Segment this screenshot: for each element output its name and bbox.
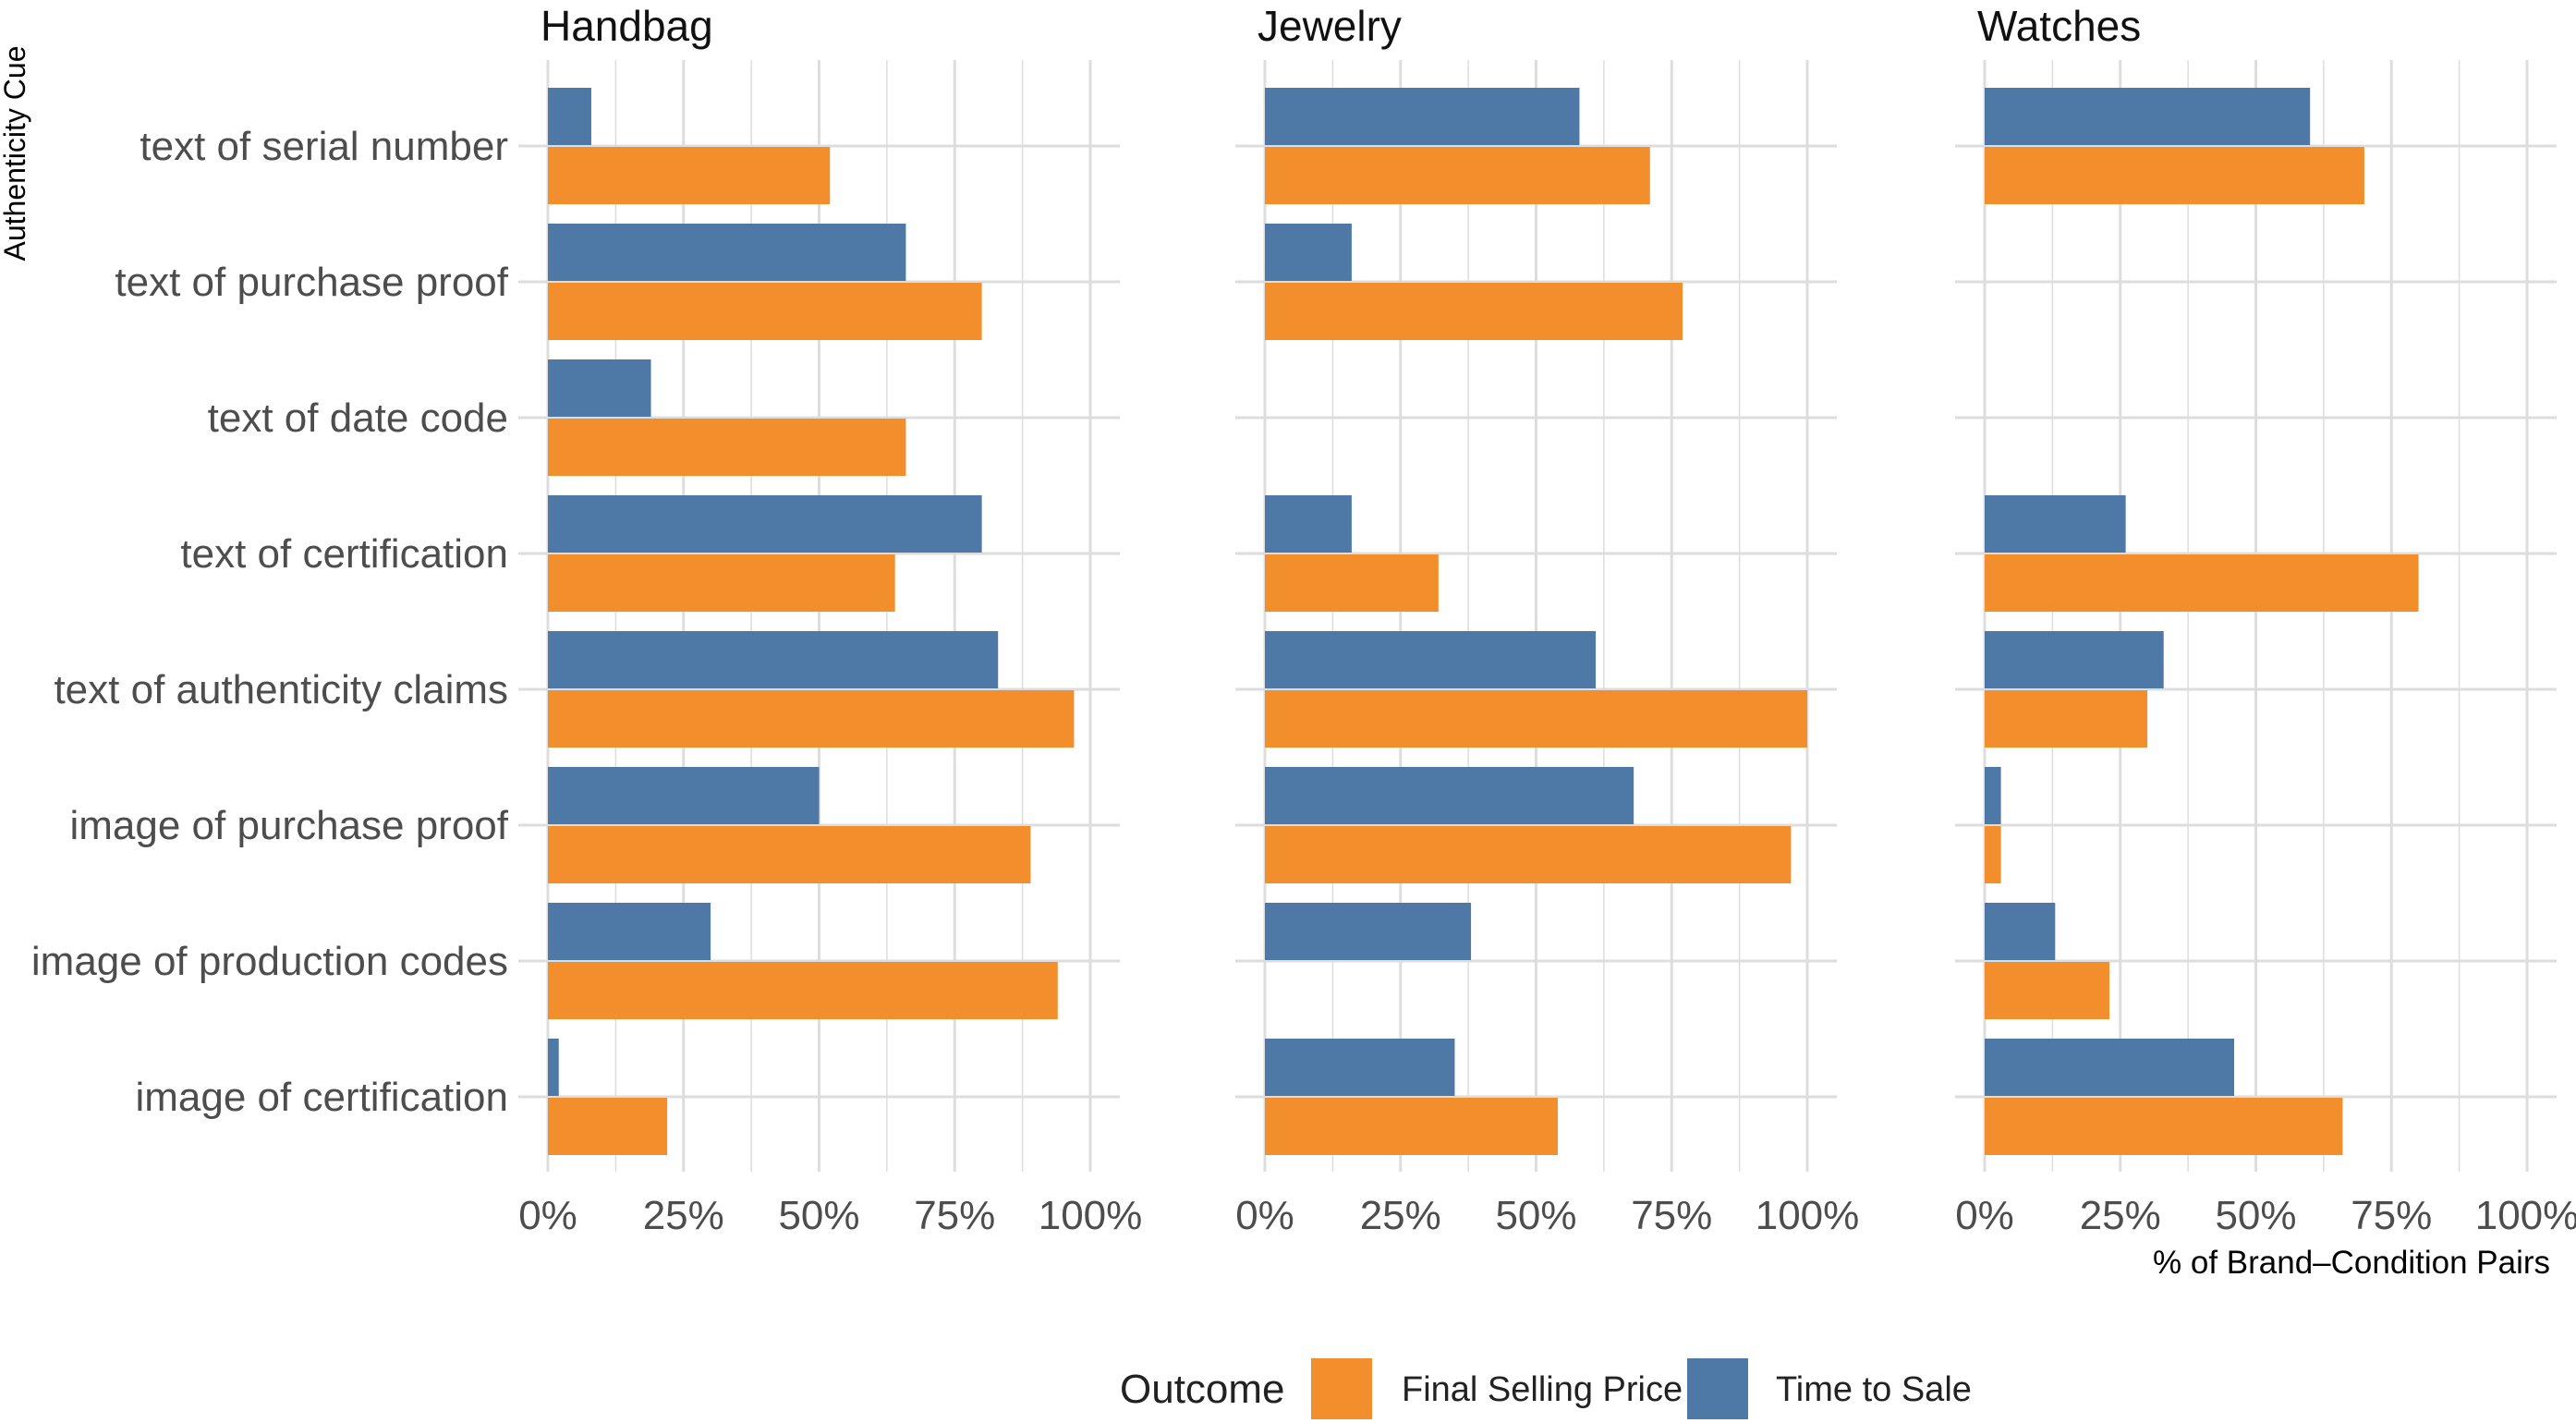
bar-handbag-time-to-sale-image-of-certification bbox=[548, 1039, 559, 1096]
bar-watches-final-selling-price-image-of-certification bbox=[1985, 1098, 2343, 1155]
bar-jewelry-time-to-sale-text-of-purchase-proof bbox=[1265, 224, 1352, 281]
bar-watches-time-to-sale-image-of-production-codes bbox=[1985, 903, 2056, 960]
y-category-label: text of date code bbox=[208, 395, 508, 441]
y-category-label: text of serial number bbox=[140, 124, 508, 169]
bar-jewelry-final-selling-price-image-of-certification bbox=[1265, 1098, 1558, 1155]
bar-handbag-final-selling-price-image-of-purchase-proof bbox=[548, 826, 1031, 883]
legend-label-final-selling-price: Final Selling Price bbox=[1402, 1370, 1683, 1409]
bar-jewelry-time-to-sale-image-of-certification bbox=[1265, 1039, 1455, 1096]
bar-jewelry-final-selling-price-text-of-certification bbox=[1265, 554, 1439, 612]
y-category-label: text of certification bbox=[180, 531, 508, 577]
x-tick-label: 50% bbox=[1495, 1193, 1576, 1238]
bar-handbag-final-selling-price-text-of-serial-number bbox=[548, 147, 831, 204]
x-tick-label: 50% bbox=[778, 1193, 859, 1238]
x-tick-label: 25% bbox=[1360, 1193, 1441, 1238]
bar-handbag-final-selling-price-text-of-date-code bbox=[548, 419, 906, 476]
bar-jewelry-time-to-sale-image-of-production-codes bbox=[1265, 903, 1472, 960]
legend-title: Outcome bbox=[1120, 1367, 1285, 1412]
legend-label-time-to-sale: Time to Sale bbox=[1776, 1370, 1972, 1409]
panel-title: Handbag bbox=[541, 2, 713, 50]
bar-handbag-final-selling-price-image-of-certification bbox=[548, 1098, 668, 1155]
bar-watches-time-to-sale-text-of-authenticity-claims bbox=[1985, 631, 2164, 688]
bar-handbag-final-selling-price-text-of-certification bbox=[548, 554, 895, 612]
x-tick-label: 25% bbox=[2080, 1193, 2161, 1238]
y-category-label: image of purchase proof bbox=[69, 803, 508, 848]
bar-watches-final-selling-price-image-of-purchase-proof bbox=[1985, 826, 2001, 883]
x-axis-title: % of Brand–Condition Pairs bbox=[2153, 1245, 2550, 1281]
bar-watches-final-selling-price-text-of-authenticity-claims bbox=[1985, 690, 2148, 748]
bar-handbag-final-selling-price-image-of-production-codes bbox=[548, 962, 1058, 1019]
bar-watches-time-to-sale-text-of-serial-number bbox=[1985, 88, 2311, 145]
x-tick-label: 75% bbox=[2351, 1193, 2432, 1238]
bar-handbag-time-to-sale-text-of-serial-number bbox=[548, 88, 591, 145]
x-tick-label: 100% bbox=[1756, 1193, 1860, 1238]
y-category-label: image of production codes bbox=[31, 939, 508, 984]
panel-handbag: Handbag 0% 25% 50% 75% 100% bbox=[518, 2, 1142, 1238]
bar-handbag-time-to-sale-text-of-authenticity-claims bbox=[548, 631, 999, 688]
bar-handbag-time-to-sale-image-of-purchase-proof bbox=[548, 767, 820, 824]
legend-key-time-to-sale bbox=[1687, 1358, 1748, 1419]
y-axis-title: Authenticity Cue bbox=[0, 45, 31, 261]
x-tick-label: 100% bbox=[2475, 1193, 2576, 1238]
x-tick-label: 75% bbox=[1631, 1193, 1712, 1238]
bar-watches-final-selling-price-text-of-certification bbox=[1985, 554, 2419, 612]
x-tick-label: 75% bbox=[914, 1193, 995, 1238]
bar-handbag-final-selling-price-text-of-purchase-proof bbox=[548, 283, 982, 340]
bar-jewelry-final-selling-price-text-of-purchase-proof bbox=[1265, 283, 1683, 340]
bar-jewelry-final-selling-price-image-of-purchase-proof bbox=[1265, 826, 1792, 883]
x-tick-label: 0% bbox=[1235, 1193, 1294, 1238]
bar-jewelry-time-to-sale-text-of-authenticity-claims bbox=[1265, 631, 1597, 688]
x-tick-label: 0% bbox=[1955, 1193, 2014, 1238]
bar-watches-final-selling-price-text-of-serial-number bbox=[1985, 147, 2364, 204]
y-category-label: text of purchase proof bbox=[115, 260, 508, 305]
bar-watches-time-to-sale-image-of-certification bbox=[1985, 1039, 2235, 1096]
panels-layer: Handbag 0% 25% 50% 75% 100% Jewelry 0% 25% 50% 75%… bbox=[31, 2, 2576, 1238]
bar-jewelry-time-to-sale-image-of-purchase-proof bbox=[1265, 767, 1634, 824]
panel-jewelry: Jewelry 0% 25% 50% 75% 100% bbox=[1235, 2, 1859, 1238]
x-tick-label: 100% bbox=[1039, 1193, 1143, 1238]
panel-watches: Watches 0% 25% 50% 75% 100% bbox=[1955, 2, 2576, 1238]
bar-jewelry-final-selling-price-text-of-serial-number bbox=[1265, 147, 1650, 204]
x-tick-label: 0% bbox=[518, 1193, 577, 1238]
bar-jewelry-final-selling-price-text-of-authenticity-claims bbox=[1265, 690, 1807, 748]
panel-title: Jewelry bbox=[1258, 2, 1402, 50]
x-tick-label: 50% bbox=[2215, 1193, 2296, 1238]
panel-title: Watches bbox=[1977, 2, 2141, 50]
bar-watches-time-to-sale-text-of-certification bbox=[1985, 495, 2126, 553]
y-category-label: image of certification bbox=[135, 1075, 508, 1120]
bar-handbag-time-to-sale-text-of-purchase-proof bbox=[548, 224, 906, 281]
legend: Outcome Final Selling Price Time to Sale bbox=[1120, 1358, 1972, 1419]
bar-handbag-time-to-sale-text-of-certification bbox=[548, 495, 982, 553]
legend-key-final-selling-price bbox=[1311, 1358, 1372, 1419]
bar-handbag-time-to-sale-text-of-date-code bbox=[548, 359, 651, 417]
bar-jewelry-time-to-sale-text-of-certification bbox=[1265, 495, 1352, 553]
y-category-label: text of authenticity claims bbox=[54, 667, 508, 712]
bar-handbag-time-to-sale-image-of-production-codes bbox=[548, 903, 711, 960]
bar-handbag-final-selling-price-text-of-authenticity-claims bbox=[548, 690, 1075, 748]
x-tick-label: 25% bbox=[643, 1193, 724, 1238]
bar-watches-time-to-sale-image-of-purchase-proof bbox=[1985, 767, 2001, 824]
bar-jewelry-time-to-sale-text-of-serial-number bbox=[1265, 88, 1580, 145]
bar-watches-final-selling-price-image-of-production-codes bbox=[1985, 962, 2110, 1019]
